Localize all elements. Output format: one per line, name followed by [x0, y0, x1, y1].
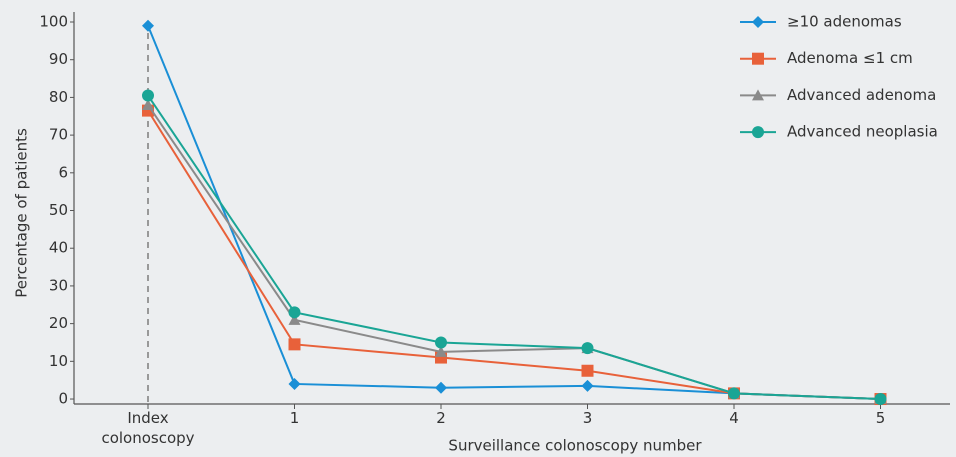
data-point — [435, 345, 447, 357]
data-point — [874, 393, 887, 406]
legend-label: Advanced neoplasia — [787, 123, 938, 141]
series-line — [147, 110, 881, 401]
y-tick-label: 70 — [49, 126, 68, 144]
legend-marker — [752, 52, 764, 65]
y-axis-label: Percentage of patients — [13, 128, 31, 298]
y-tick-label: 30 — [49, 276, 68, 294]
y-tick-label: 100 — [39, 13, 68, 31]
data-point — [288, 306, 301, 319]
data-point — [288, 377, 301, 390]
y-tick-label: 0 — [58, 390, 68, 408]
data-point — [142, 98, 154, 110]
data-point — [581, 364, 594, 377]
x-axis-label: Surveillance colonoscopy number — [448, 437, 702, 455]
legend-label: ≥10 adenomas — [787, 13, 902, 31]
data-point — [435, 336, 447, 349]
data-point — [581, 342, 594, 355]
series-line — [147, 94, 881, 401]
y-tick-label: 10 — [49, 352, 68, 370]
data-point — [581, 379, 594, 392]
x-tick-label: 1 — [289, 409, 300, 427]
data-point — [142, 89, 154, 102]
legend-marker — [752, 16, 764, 28]
data-point — [288, 338, 301, 351]
legend-label: Adenoma ≤1 cm — [787, 49, 913, 67]
y-tick-label: 90 — [49, 50, 68, 68]
series-line — [147, 25, 881, 401]
x-tick-label: 2 — [436, 409, 446, 427]
x-tick-label: 3 — [582, 409, 593, 427]
series-line — [147, 104, 881, 401]
data-point — [728, 387, 740, 400]
y-tick-label: 40 — [49, 239, 68, 257]
y-tick-label: 50 — [49, 201, 68, 219]
x-tick-label: 4 — [729, 409, 739, 427]
legend-marker — [752, 89, 764, 101]
data-point — [435, 381, 447, 394]
x-tick-label: 5 — [875, 409, 886, 427]
y-tick-label: 6 — [58, 163, 68, 181]
y-tick-label: 20 — [49, 314, 68, 332]
legend-marker — [752, 126, 764, 139]
y-tick-label: 80 — [49, 88, 68, 106]
data-point — [142, 19, 154, 32]
x-tick-label: Index colonoscopy — [101, 409, 195, 447]
legend-label: Advanced adenoma — [787, 86, 936, 104]
data-point — [288, 313, 301, 325]
